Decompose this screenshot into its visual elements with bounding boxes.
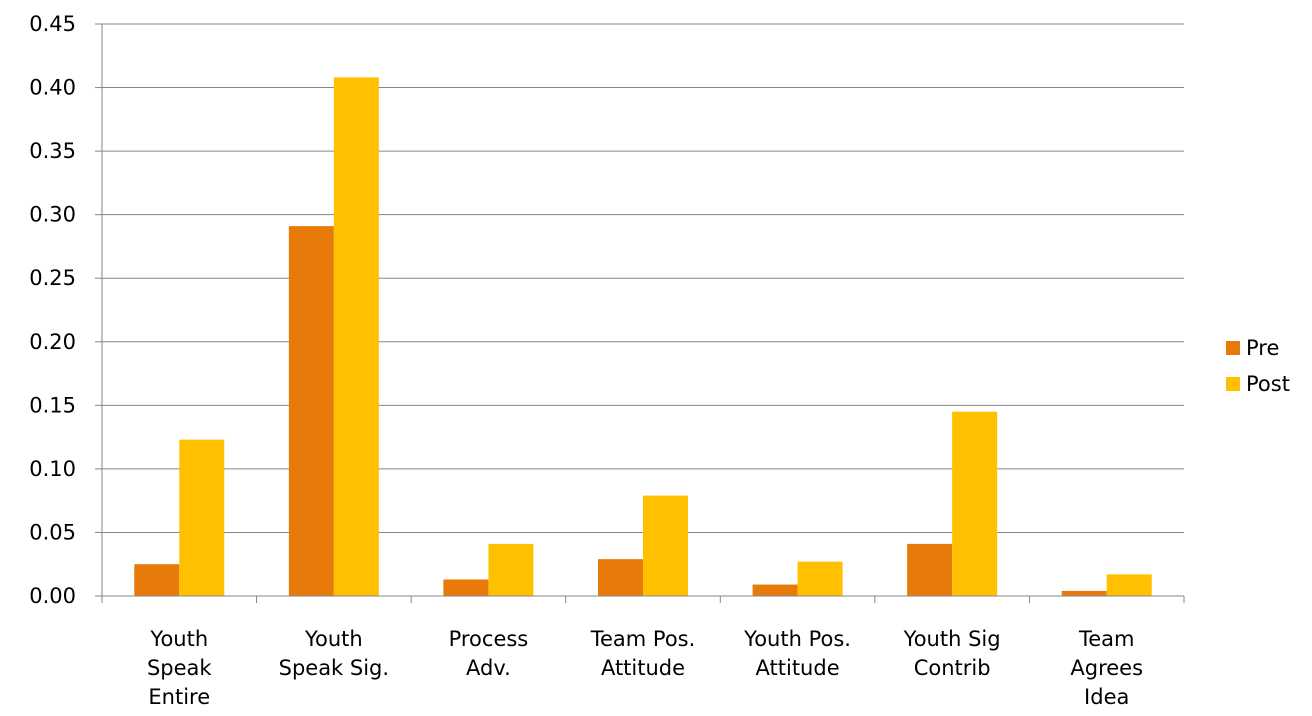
- x-category-label-line: Youth Pos.: [743, 627, 851, 651]
- y-tick-label: 0.40: [29, 76, 76, 100]
- y-tick-label: 0.00: [29, 584, 76, 608]
- x-category-label-line: Team Pos.: [590, 627, 696, 651]
- x-category-label-line: Attitude: [756, 656, 840, 680]
- x-category-label: Youth Speak Entire: [147, 627, 212, 709]
- x-category-label-line: Speak Sig.: [279, 656, 389, 680]
- bar-pre: [598, 559, 643, 596]
- y-tick-label: 0.45: [29, 12, 76, 36]
- bar-post: [333, 77, 379, 597]
- x-category-label-line: Team: [1078, 627, 1135, 651]
- bar-post: [179, 439, 225, 596]
- x-category-label: Youth Speak Sig.: [279, 627, 389, 680]
- x-category-label: Youth Pos. Attitude: [743, 627, 851, 680]
- x-category-label-line: Attitude: [601, 656, 685, 680]
- bar-pre: [907, 543, 953, 596]
- bar-pre: [752, 584, 798, 596]
- y-tick-label: 0.25: [29, 266, 76, 290]
- legend-item-pre: Pre: [1226, 330, 1290, 366]
- y-tick-label: 0.10: [29, 457, 76, 481]
- bar-post: [1106, 574, 1152, 596]
- bar-post: [643, 495, 688, 596]
- bar-post: [797, 561, 843, 596]
- y-tick-label: 0.05: [29, 520, 76, 544]
- bar-pre: [443, 579, 489, 596]
- x-category-label-line: Youth: [304, 627, 363, 651]
- axes: [101, 24, 1185, 603]
- x-category-label-line: Youth Sig: [903, 627, 1001, 651]
- y-tick-label: 0.15: [29, 393, 76, 417]
- x-category-label-line: Entire: [148, 685, 210, 709]
- x-axis-labels: Youth Speak Entire Youth Speak Sig. Process Ad…: [147, 627, 1143, 709]
- y-tick-label: 0.35: [29, 139, 76, 163]
- x-category-label-line: Speak: [147, 656, 212, 680]
- x-category-label-line: Agrees: [1070, 656, 1143, 680]
- y-axis-ticks: 0.00 0.05 0.10 0.15 0.20 0.25 0.30 0.35 0.40 0.45: [29, 12, 76, 608]
- x-category-label: Team Agrees Idea: [1070, 627, 1143, 709]
- x-category-label: Team Pos. Attitude: [590, 627, 696, 680]
- legend-label-pre: Pre: [1246, 336, 1280, 360]
- x-category-label-line: Youth: [149, 627, 208, 651]
- bar-post: [488, 543, 534, 596]
- legend-label-post: Post: [1246, 372, 1290, 396]
- legend-swatch-pre: [1226, 341, 1240, 355]
- y-tick-label: 0.20: [29, 330, 76, 354]
- legend-item-post: Post: [1226, 366, 1290, 402]
- bar-pre: [1061, 590, 1107, 596]
- x-category-label-line: Idea: [1084, 685, 1129, 709]
- x-category-label-line: Process: [449, 627, 529, 651]
- legend-swatch-post: [1226, 377, 1240, 391]
- x-category-label: Youth Sig Contrib: [903, 627, 1001, 680]
- x-category-label-line: Adv.: [466, 656, 511, 680]
- bar-pre: [134, 564, 180, 596]
- bar-post: [952, 411, 998, 596]
- gridlines: [95, 23, 1184, 597]
- bar-pre: [288, 226, 334, 596]
- x-category-label: Process Adv.: [449, 627, 529, 680]
- bars: [134, 77, 1152, 597]
- legend: Pre Post: [1226, 330, 1290, 402]
- y-tick-label: 0.30: [29, 203, 76, 227]
- x-category-label-line: Contrib: [914, 656, 991, 680]
